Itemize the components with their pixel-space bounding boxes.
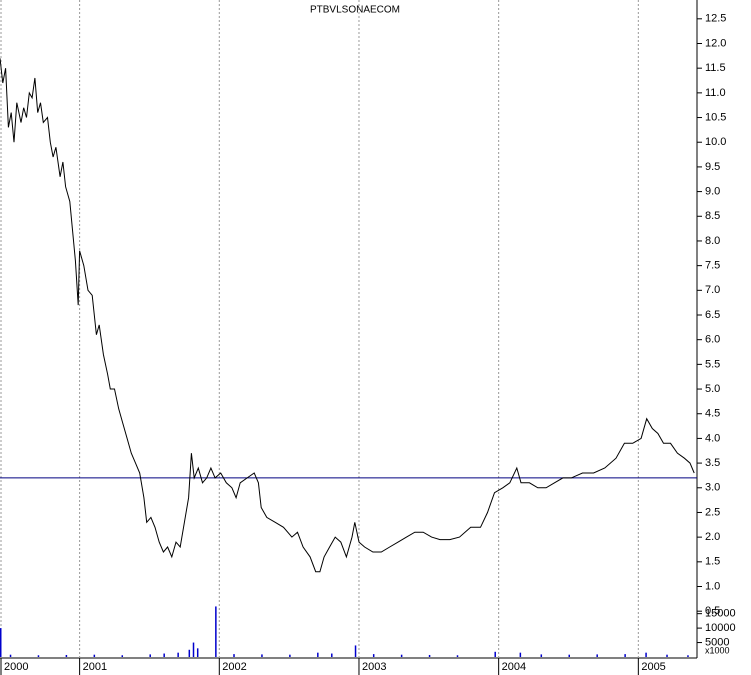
volume-bar xyxy=(163,653,165,657)
y-tick-label: 5000 xyxy=(705,636,729,648)
volume-bar xyxy=(317,652,319,657)
volume-bar xyxy=(196,648,199,657)
y-tick-label: 10000 xyxy=(705,622,736,634)
volume-bar xyxy=(65,654,68,657)
volume-bar xyxy=(687,655,689,657)
y-tick-label: 3.0 xyxy=(705,482,720,494)
y-tick-label: 7.5 xyxy=(705,260,720,272)
y-tick-label: 4.0 xyxy=(705,432,720,444)
volume-bar xyxy=(149,654,151,657)
y-tick-label: 11.0 xyxy=(705,87,726,99)
y-tick-label: 8.5 xyxy=(705,210,720,222)
y-tick-label: 8.0 xyxy=(705,235,720,247)
volume-bar xyxy=(233,654,235,657)
x-tick-label: 2003 xyxy=(362,661,386,673)
volume-bar xyxy=(215,606,217,657)
volume-bar xyxy=(666,654,668,657)
volume-bar xyxy=(494,651,496,657)
volume-bar xyxy=(428,654,431,657)
y-tick-label: 0.5 xyxy=(705,605,720,617)
y-tick-label: 10.5 xyxy=(705,111,726,123)
y-tick-label: 5.0 xyxy=(705,383,720,395)
x-tick-label: 2002 xyxy=(222,661,246,673)
y-tick-label: 2.0 xyxy=(705,531,720,543)
volume-bar xyxy=(540,654,543,657)
x-tick-label: 2005 xyxy=(641,661,665,673)
volume-bar xyxy=(121,655,124,657)
volume-bar xyxy=(0,628,2,657)
y-tick-label: 5.5 xyxy=(705,358,720,370)
x-tick-label: 2004 xyxy=(502,661,526,673)
volume-bar xyxy=(456,655,459,657)
y-tick-label: 6.0 xyxy=(705,334,720,346)
volume-bar xyxy=(400,654,403,657)
volume-bar xyxy=(261,654,263,657)
y-tick-label: 9.0 xyxy=(705,185,720,197)
y-tick-label: 12.5 xyxy=(705,13,726,25)
volume-bar xyxy=(372,654,375,657)
y-tick-label: 2.5 xyxy=(705,506,720,518)
volume-bar xyxy=(93,654,96,657)
y-tick-label: 4.5 xyxy=(705,408,720,420)
volume-bar xyxy=(568,654,570,657)
axis-label: x1000 xyxy=(705,645,730,655)
volume-bar xyxy=(37,655,40,657)
y-tick-label: 6.5 xyxy=(705,309,720,321)
volume-bar xyxy=(331,653,333,657)
volume-bar xyxy=(9,654,12,657)
y-tick-label: 7.0 xyxy=(705,284,720,296)
y-tick-label: 15000 xyxy=(705,608,736,620)
volume-bar xyxy=(289,654,291,657)
x-tick-label: 2000 xyxy=(4,661,28,673)
y-tick-label: 12.0 xyxy=(705,37,726,49)
volume-bar xyxy=(192,642,195,657)
y-tick-label: 11.5 xyxy=(705,62,726,74)
price-line xyxy=(0,58,695,573)
y-tick-label: 9.5 xyxy=(705,161,720,173)
volume-bar xyxy=(519,652,522,657)
volume-bar xyxy=(645,652,647,657)
y-tick-label: 3.5 xyxy=(705,457,720,469)
volume-bar xyxy=(624,654,626,657)
volume-bar xyxy=(188,649,191,657)
x-tick-label: 2001 xyxy=(83,661,107,673)
volume-bar xyxy=(354,645,357,657)
y-tick-label: 10.0 xyxy=(705,136,726,148)
y-tick-label: 1.5 xyxy=(705,556,720,568)
volume-bar xyxy=(596,654,598,657)
volume-bar xyxy=(177,652,179,657)
y-tick-label: 1.0 xyxy=(705,580,720,592)
chart-title: PTBVLSONAECOM xyxy=(310,5,400,16)
